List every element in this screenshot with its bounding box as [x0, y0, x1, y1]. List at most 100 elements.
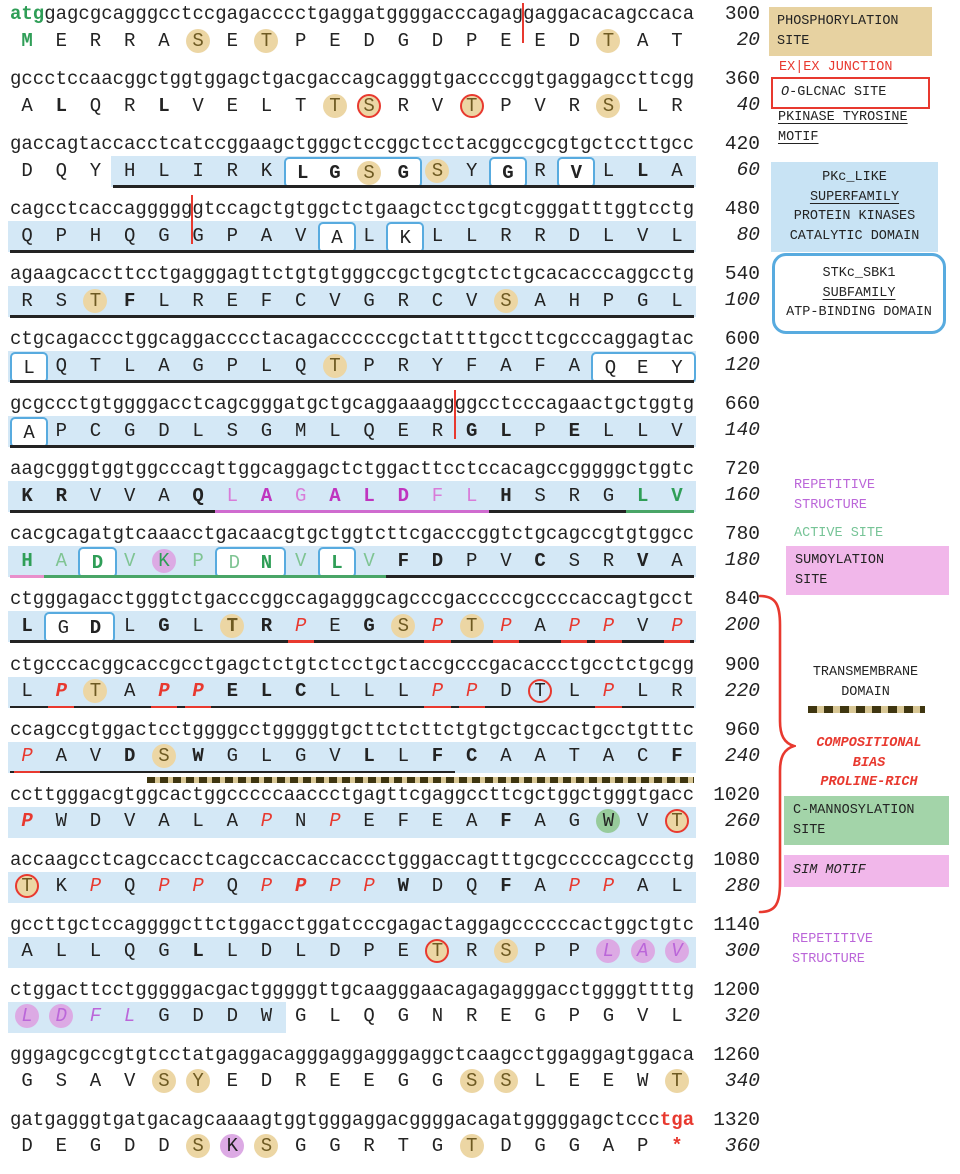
aa-letter: Q — [465, 875, 478, 898]
sequence-row: gcgccctgtggggacctcagcgggatgctgcaggaaaggg… — [0, 390, 960, 458]
sequence-row: cagcctcaccaggggggtccagctgtggctctgaagctcc… — [0, 195, 960, 263]
sumoylation-circle — [220, 1134, 245, 1159]
aa-residue: Q — [284, 352, 318, 379]
aa-residue: V — [626, 612, 660, 639]
aa-letter: R — [534, 224, 546, 247]
aa-residue: L — [660, 287, 694, 314]
transmembrane-band — [146, 776, 694, 784]
phosphorylation-circle — [322, 353, 347, 378]
aa-residue: T — [523, 678, 557, 705]
aa-residue: D — [557, 222, 591, 249]
aa-residue: E — [386, 417, 420, 444]
oglcnac-circle — [528, 679, 552, 703]
phosphorylation-circle — [596, 93, 621, 118]
aa-residue: E — [420, 808, 454, 835]
aa-letter: S — [226, 419, 238, 442]
aa-residue: D — [249, 938, 283, 965]
residue-underline — [10, 315, 694, 318]
aa-letter: R — [123, 94, 136, 117]
aa-residue: P — [557, 938, 591, 965]
legend-label: EX|EX JUNCTION — [779, 60, 893, 75]
dna-sequence: cacgcagatgtcaaacctgacaacgtgctggtcttcgacc… — [10, 523, 695, 546]
aa-residue: G — [455, 417, 489, 444]
aa-residue: G — [284, 482, 318, 509]
aa-letter: L — [602, 419, 615, 442]
aa-letter: R — [397, 94, 409, 117]
aa-residue: Q — [78, 92, 112, 119]
aa-letter: T — [329, 94, 341, 117]
aa-letter: A — [55, 549, 67, 572]
aa-letter: E — [226, 289, 238, 312]
aa-letter: L — [500, 419, 512, 442]
aa-residue: A — [591, 1133, 625, 1160]
aa-residue: D — [78, 612, 115, 644]
aa-residue: T — [78, 352, 112, 379]
aa-residue: Q — [44, 157, 78, 184]
aa-letter: L — [296, 161, 309, 184]
aa-residue: P — [455, 547, 489, 574]
aa-letter: G — [397, 1005, 409, 1028]
aa-residue: L — [386, 743, 420, 770]
aa-residue: P — [352, 873, 386, 900]
aa-residue: R — [523, 222, 557, 249]
amino-acid-row: D E G D D S K S G G R T G T D G G A P * — [10, 1132, 694, 1166]
aa-letter: S — [158, 1070, 170, 1093]
aa-letter: D — [123, 1135, 136, 1158]
aa-residue: D — [78, 547, 117, 579]
domain-highlight — [8, 416, 696, 448]
sequence-row: ctgcagaccctggcaggacccctacagaccccccgctatt… — [0, 328, 960, 393]
aa-residue: W — [626, 1068, 660, 1095]
aa-letter: A — [568, 354, 580, 377]
aa-letter: G — [602, 484, 615, 507]
aa-residue: L — [626, 157, 660, 184]
aa-letter: P — [294, 614, 307, 637]
proline-underline — [287, 640, 314, 644]
legend-label: REPETITIVE — [792, 932, 874, 947]
aa-residue: L — [591, 938, 625, 965]
aa-letter: A — [602, 745, 615, 768]
phosphorylation-circle — [357, 160, 381, 185]
aa-letter: T — [602, 29, 615, 52]
aa-letter: G — [397, 161, 409, 184]
aa-residue: A — [249, 482, 283, 509]
aa-letter: R — [671, 680, 683, 702]
aa-residue: P — [44, 417, 78, 444]
aa-letter: L — [636, 419, 649, 442]
aa-residue: L — [147, 157, 181, 184]
aa-letter: E — [363, 810, 375, 833]
aa-letter: G — [534, 1005, 546, 1028]
residue-underline — [10, 575, 45, 578]
aa-letter: G — [397, 29, 409, 52]
aa-residue: D — [352, 27, 386, 54]
aa-letter: G — [329, 161, 341, 184]
aa-letter: P — [55, 680, 67, 702]
aa-residue: L — [181, 612, 215, 639]
aa-residue: G — [352, 612, 386, 639]
aa-residue: V — [352, 547, 386, 574]
aa-residue: S — [523, 482, 557, 509]
aa-residue: Y — [455, 157, 489, 184]
aa-position-number: 180 — [724, 549, 760, 572]
aa-letter: G — [568, 1135, 580, 1158]
aa-residue: R — [78, 27, 112, 54]
sumoylation-circle — [151, 548, 176, 573]
aa-residue: F — [420, 743, 454, 770]
dna-position-number: 1140 — [713, 913, 760, 936]
aa-letter: R — [55, 484, 67, 507]
aa-residue: S — [591, 92, 625, 119]
aa-letter: Q — [363, 1005, 375, 1028]
aa-residue: L — [557, 678, 591, 705]
aa-residue: L — [626, 678, 660, 705]
aa-letter: D — [397, 484, 409, 507]
aa-letter: L — [331, 551, 343, 574]
aa-residue: V — [113, 808, 147, 835]
aa-residue: L — [626, 482, 660, 509]
aa-position-number: 80 — [736, 224, 760, 247]
aa-letter: P — [363, 875, 375, 898]
aa-residue: S — [386, 612, 420, 639]
aa-letter: R — [397, 289, 409, 312]
aa-residue: E — [215, 27, 249, 54]
